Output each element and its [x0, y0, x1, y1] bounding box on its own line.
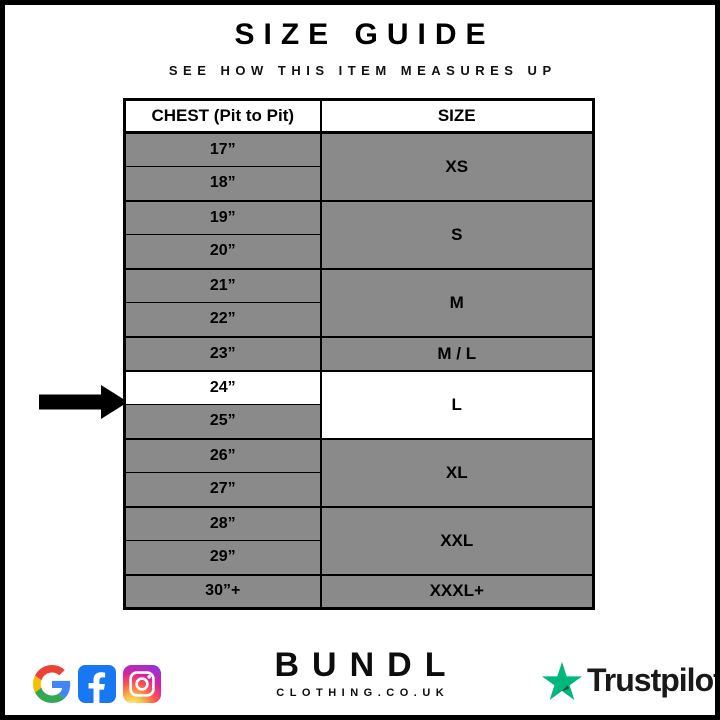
- brand-domain: CLOTHING.CO.UK: [276, 686, 450, 699]
- table-row: 21” M: [124, 267, 594, 337]
- size-cell: XXXL+: [320, 573, 594, 609]
- table-row: 28” XXL: [124, 505, 594, 575]
- table-row: 23” M / L: [124, 335, 594, 371]
- chest-cell: 18”: [124, 166, 322, 201]
- size-cell: XS: [320, 131, 594, 201]
- table-row: 25”: [124, 404, 594, 439]
- table-row-highlighted: 24” L: [124, 369, 594, 439]
- trustpilot-logo[interactable]: Trustpilot: [542, 661, 720, 700]
- size-table: CHEST (Pit to Pit) SIZE 17” XS 18” 19” S…: [123, 98, 595, 610]
- page-subtitle: SEE HOW THIS ITEM MEASURES UP: [168, 63, 557, 78]
- table-row: 17” XS: [124, 131, 594, 201]
- page-title: SIZE GUIDE: [234, 18, 495, 51]
- chest-cell: 29”: [124, 540, 322, 575]
- trustpilot-star-icon: [542, 661, 582, 700]
- brand-logo: BUNDL CLOTHING.CO.UK: [5, 646, 715, 699]
- chest-cell: 17”: [124, 131, 322, 167]
- current-size-arrow-icon: [39, 385, 128, 419]
- size-cell: M / L: [320, 335, 594, 371]
- size-cell: M: [320, 267, 594, 337]
- chest-cell: 19”: [124, 199, 322, 235]
- column-header-size: SIZE: [320, 99, 594, 134]
- table-row: 27”: [124, 472, 594, 507]
- table-row: 26” XL: [124, 437, 594, 507]
- brand-name: BUNDL: [274, 646, 459, 684]
- size-cell: XXL: [320, 505, 594, 575]
- chest-cell-highlighted: 24”: [124, 369, 322, 405]
- instagram-icon[interactable]: [123, 665, 161, 703]
- trustpilot-wordmark: Trustpilot: [587, 662, 720, 698]
- table-header-row: CHEST (Pit to Pit) SIZE: [124, 99, 594, 134]
- chest-cell: 28”: [124, 505, 322, 541]
- chest-cell: 23”: [124, 335, 322, 371]
- social-links: [33, 665, 161, 703]
- table-row: 18”: [124, 166, 594, 201]
- size-cell: S: [320, 199, 594, 269]
- google-icon[interactable]: [33, 665, 71, 703]
- column-header-chest: CHEST (Pit to Pit): [124, 99, 322, 134]
- chest-cell: 25”: [124, 404, 322, 439]
- chest-cell: 20”: [124, 234, 322, 269]
- table-row: 29”: [124, 540, 594, 575]
- chest-cell: 22”: [124, 302, 322, 337]
- size-cell-highlighted: L: [320, 369, 594, 439]
- chest-cell: 27”: [124, 472, 322, 507]
- table-row: 19” S: [124, 199, 594, 269]
- size-cell: XL: [320, 437, 594, 507]
- table-row: 30”+ XXXL+: [124, 573, 594, 609]
- facebook-icon[interactable]: [78, 665, 116, 703]
- chest-cell: 26”: [124, 437, 322, 473]
- chest-cell: 30”+: [124, 573, 322, 609]
- chest-cell: 21”: [124, 267, 322, 303]
